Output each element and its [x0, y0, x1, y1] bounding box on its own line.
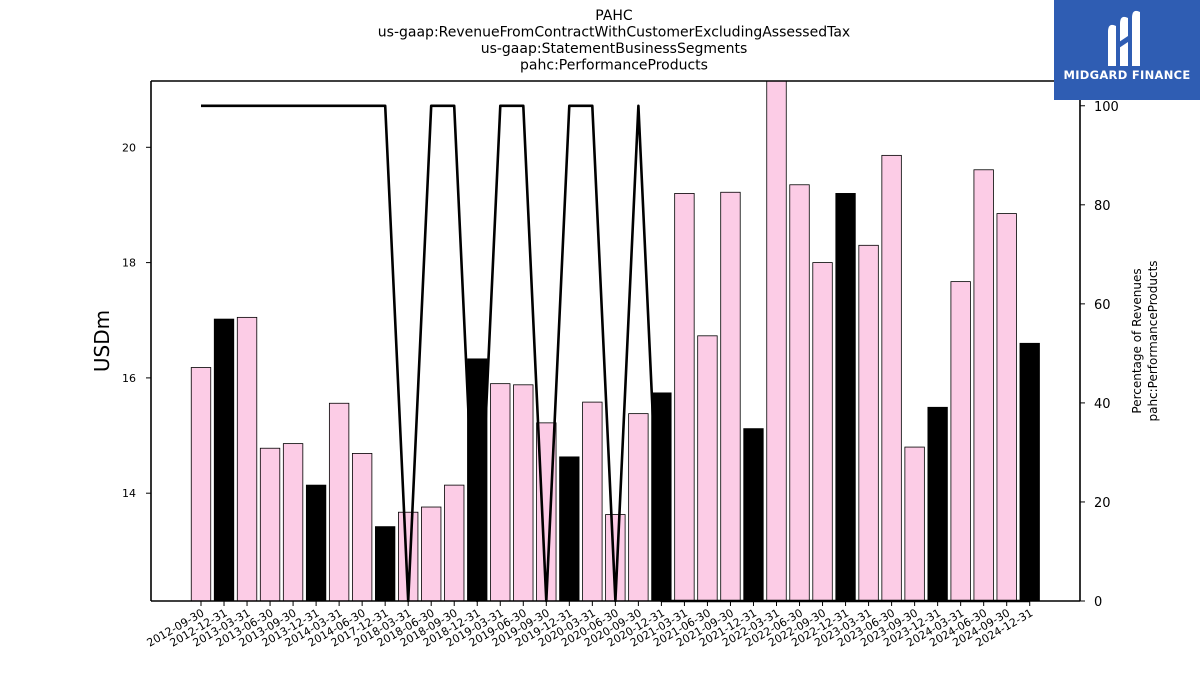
- bar: [444, 484, 465, 601]
- x-axis-ticks: 2012-09-302012-12-312013-03-312013-06-30…: [145, 601, 1035, 650]
- bar: [651, 392, 672, 601]
- bar: [858, 244, 879, 601]
- bar: [812, 262, 833, 601]
- bar: [375, 526, 396, 601]
- y2-tick-label: 80: [1094, 199, 1111, 214]
- bar: [697, 335, 718, 601]
- bar: [305, 484, 327, 601]
- bar: [881, 154, 902, 601]
- bar: [213, 318, 235, 601]
- bar: [351, 453, 373, 601]
- bar: [259, 447, 281, 601]
- bar: [835, 193, 856, 601]
- y2-axis-ticks: 0 20 40 60 80 100: [1080, 100, 1119, 610]
- chart-title-line: us-gaap:RevenueFromContractWithCustomerE…: [378, 25, 850, 41]
- bar: [559, 456, 580, 601]
- bar: [628, 413, 649, 601]
- y-tick-label: 18: [122, 257, 136, 270]
- bar: [904, 446, 925, 601]
- bar: [605, 514, 626, 601]
- bar: [467, 358, 488, 601]
- y-tick-label: 14: [122, 487, 136, 500]
- bar: [674, 193, 695, 601]
- bar: [1019, 342, 1040, 601]
- y-tick-label: 20: [122, 141, 136, 154]
- midgard-logo-icon: [1108, 10, 1140, 66]
- y2-axis-label-line: Percentage of Revenues: [1130, 268, 1144, 413]
- bar: [720, 191, 741, 601]
- bar: [927, 406, 948, 601]
- bar: [328, 402, 350, 601]
- bar: [236, 316, 258, 601]
- bar: [582, 401, 603, 601]
- y-axis-label: USDm: [90, 310, 114, 372]
- bar: [490, 383, 511, 601]
- bar: [996, 213, 1017, 601]
- bar: [513, 384, 534, 601]
- y2-tick-label: 40: [1094, 397, 1111, 412]
- bar: [743, 428, 764, 601]
- y2-tick-label: 20: [1094, 496, 1111, 511]
- y-axis-ticks: 14 16 18 20: [122, 141, 151, 500]
- y2-tick-label: 0: [1094, 595, 1102, 610]
- y-tick-label: 16: [122, 372, 136, 385]
- bar: [973, 169, 994, 601]
- bar: [789, 184, 810, 601]
- bar: [282, 443, 304, 601]
- midgard-finance-logo: MIDGARD FINANCE: [1054, 0, 1200, 100]
- y2-axis-label-line: pahc:PerformanceProducts: [1146, 260, 1160, 421]
- bar: [766, 81, 787, 601]
- chart-title-line: PAHC: [595, 8, 633, 24]
- y2-tick-label: 60: [1094, 298, 1111, 313]
- chart-title: PAHCus-gaap:RevenueFromContractWithCusto…: [378, 8, 850, 74]
- logo-text: MIDGARD FINANCE: [1063, 68, 1191, 82]
- bar: [950, 281, 971, 601]
- bar: [190, 367, 212, 601]
- bar-series: [190, 81, 1040, 601]
- chart-title-line: pahc:PerformanceProducts: [520, 58, 708, 74]
- y2-tick-label: 100: [1094, 100, 1119, 115]
- chart-title-line: us-gaap:StatementBusinessSegments: [481, 41, 748, 57]
- bar: [421, 506, 442, 601]
- axis-labels: USDm Percentage of Revenues pahc:Performan…: [90, 260, 1160, 421]
